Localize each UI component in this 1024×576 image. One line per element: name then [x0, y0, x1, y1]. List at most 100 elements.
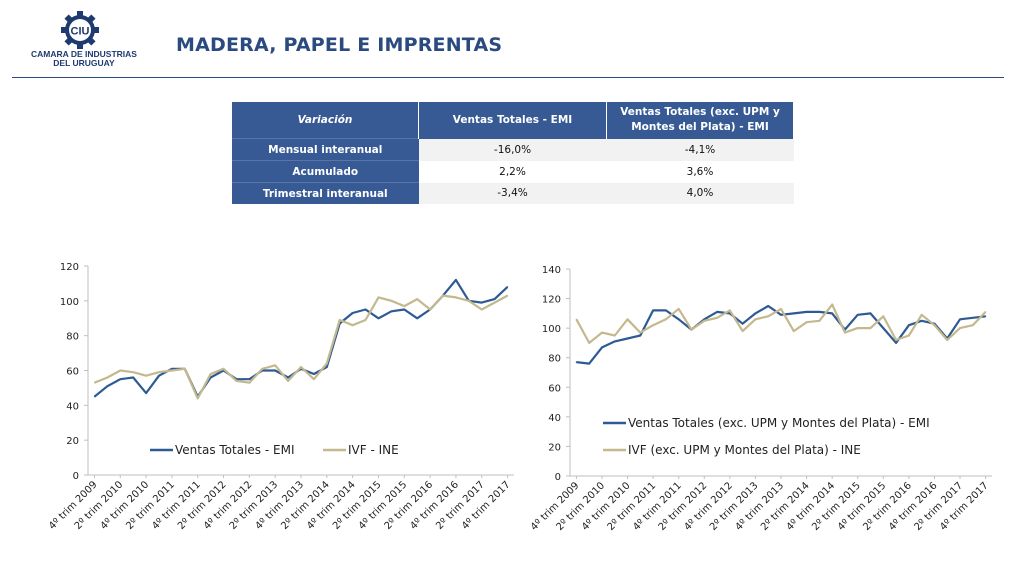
- data-point: [793, 312, 795, 314]
- data-point: [481, 308, 483, 311]
- data-point: [665, 309, 667, 311]
- y-tick-label: 140: [542, 265, 561, 276]
- y-tick-label: 40: [66, 401, 79, 412]
- data-point: [364, 308, 367, 311]
- table-row: Acumulado 2,2% 3,6%: [232, 160, 794, 183]
- data-point: [614, 334, 616, 337]
- data-point: [442, 295, 444, 297]
- y-tick-label: 60: [66, 367, 79, 378]
- y-tick-label: 0: [555, 472, 561, 483]
- data-point: [921, 320, 923, 322]
- data-point: [287, 376, 289, 379]
- data-point: [703, 320, 705, 322]
- data-point: [132, 376, 134, 379]
- data-point: [857, 314, 859, 316]
- data-point: [313, 378, 315, 380]
- data-point: [377, 317, 380, 319]
- data-point: [678, 318, 680, 320]
- legend-label: IVF (exc. UPM y Montes del Plata) - INE: [628, 443, 861, 457]
- data-point: [171, 369, 173, 372]
- data-point: [390, 300, 392, 302]
- data-point: [377, 296, 380, 298]
- row-label: Acumulado: [232, 160, 419, 183]
- data-point: [132, 371, 134, 373]
- data-point: [494, 298, 496, 300]
- data-point: [352, 324, 354, 326]
- y-tick-label: 100: [60, 297, 79, 308]
- data-point: [326, 362, 328, 365]
- table-row: Trimestral interanual -3,4% 4,0%: [232, 182, 794, 204]
- data-point: [767, 305, 769, 307]
- y-tick-label: 40: [548, 413, 561, 424]
- data-point: [742, 323, 744, 325]
- data-point: [946, 339, 948, 341]
- data-point: [780, 314, 782, 316]
- data-point: [601, 331, 603, 334]
- data-point: [831, 312, 833, 314]
- page-title: MADERA, PAPEL E IMPRENTAS: [176, 34, 503, 56]
- data-point: [119, 369, 121, 372]
- data-point: [119, 378, 121, 380]
- data-point: [158, 371, 160, 373]
- data-point: [210, 373, 212, 375]
- data-point: [313, 373, 315, 375]
- data-point: [690, 329, 693, 331]
- data-point: [614, 340, 616, 343]
- data-point: [184, 368, 186, 370]
- y-tick-label: 120: [60, 262, 79, 273]
- data-point: [665, 318, 667, 320]
- data-point: [158, 375, 160, 377]
- data-point: [403, 308, 405, 311]
- data-point: [716, 317, 718, 319]
- data-point: [908, 334, 910, 337]
- data-point: [895, 342, 897, 344]
- row-value-exc: 4,0%: [606, 182, 794, 204]
- cog-logo-icon: CIU: [61, 11, 99, 49]
- data-point: [248, 382, 250, 384]
- y-tick-label: 20: [66, 436, 79, 447]
- data-point: [882, 327, 884, 329]
- data-point: [210, 376, 212, 379]
- data-point: [575, 318, 577, 320]
- data-point: [339, 319, 341, 321]
- data-point: [145, 392, 147, 394]
- data-point: [494, 301, 496, 304]
- data-point: [818, 320, 820, 322]
- data-point: [882, 315, 884, 317]
- y-tick-label: 100: [542, 324, 561, 335]
- row-value-emi: 2,2%: [418, 160, 607, 183]
- data-point: [844, 331, 846, 334]
- data-point: [93, 382, 96, 384]
- data-point: [895, 339, 897, 341]
- data-point: [959, 327, 961, 329]
- data-point: [793, 330, 795, 332]
- logo-line-1: CAMARA DE INDUSTRIAS: [31, 49, 137, 59]
- data-point: [106, 376, 108, 379]
- data-point: [261, 368, 263, 370]
- data-point: [506, 286, 509, 288]
- data-point: [455, 296, 457, 298]
- y-tick-label: 80: [66, 332, 79, 343]
- data-point: [364, 319, 367, 321]
- data-point: [197, 397, 199, 399]
- data-point: [326, 366, 328, 368]
- data-point: [626, 318, 629, 320]
- data-point: [506, 295, 509, 297]
- y-tick-label: 60: [548, 383, 561, 394]
- data-point: [703, 318, 705, 320]
- row-label: Trimestral interanual: [232, 182, 419, 204]
- y-tick-label: 80: [548, 354, 561, 365]
- data-point: [416, 298, 418, 300]
- row-value-emi: -3,4%: [418, 182, 607, 204]
- logo: CIU: [20, 10, 150, 70]
- data-point: [652, 324, 654, 326]
- data-point: [985, 315, 987, 317]
- row-value-exc: -4,1%: [606, 138, 794, 161]
- data-point: [106, 385, 108, 387]
- data-point: [869, 327, 872, 329]
- data-point: [575, 361, 577, 363]
- row-value-emi: -16,0%: [418, 138, 607, 161]
- data-point: [468, 300, 470, 302]
- y-tick-label: 20: [548, 442, 561, 453]
- data-point: [805, 321, 808, 323]
